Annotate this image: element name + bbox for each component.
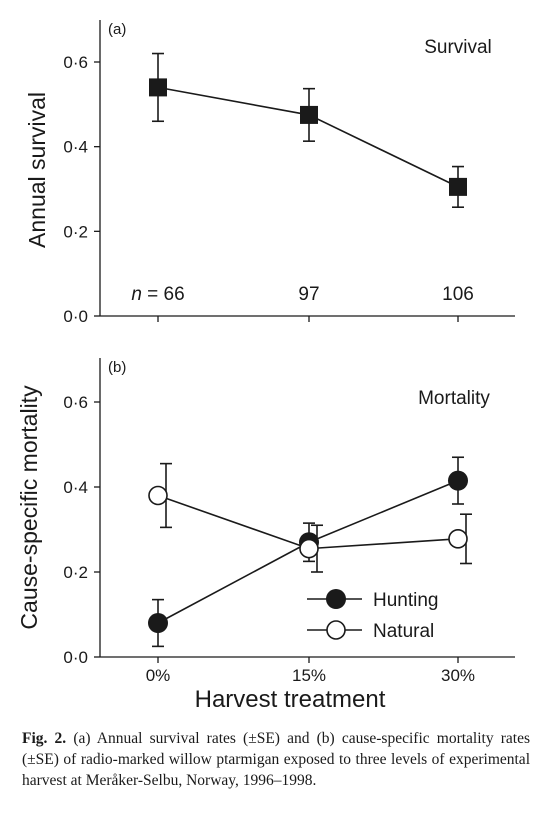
figure: 0·0 0·2 0·4 0·6 (a) Survival Annual survival n …: [16, 20, 515, 713]
y-tick-label: 0·6: [63, 393, 88, 412]
y-tick-label: 0·2: [63, 563, 88, 582]
sample-size-label: n = 66: [131, 284, 184, 305]
mortality-panel: 0·0 0·2 0·4 0·6 (b) Mortality Cause-specific m…: [16, 358, 515, 685]
x-tick-label: 15%: [292, 666, 326, 685]
legend-marker: [326, 620, 346, 640]
sample-size-label: 106: [442, 284, 474, 305]
legend-label: Natural: [373, 621, 434, 642]
x-axis-label: Harvest treatment: [195, 686, 386, 713]
y-tick-label: 0·4: [63, 478, 88, 497]
y-axis-label: Cause-specific mortality: [16, 385, 42, 630]
y-tick-label: 0·2: [63, 222, 88, 241]
sample-size-value: = 66: [142, 284, 185, 305]
x-tick-label: 0%: [146, 666, 171, 685]
data-point: [448, 470, 468, 491]
data-point: [299, 538, 319, 559]
y-tick-label: 0·4: [63, 138, 88, 157]
panel-title: Survival: [424, 37, 492, 58]
data-point: [149, 78, 167, 97]
legend: Hunting Natural: [307, 589, 439, 642]
panel-label: (b): [108, 359, 126, 376]
figure-caption: Fig. 2. (a) Annual survival rates (±SE) …: [22, 728, 530, 791]
caption-label: Fig. 2.: [22, 730, 67, 747]
legend-marker: [326, 589, 346, 609]
y-tick-label: 0·0: [63, 307, 88, 326]
sample-size-label: 97: [298, 284, 319, 305]
caption-text: (a) Annual survival rates (±SE) and (b) …: [22, 730, 530, 789]
y-axis-label: Annual survival: [24, 92, 50, 248]
y-tick-label: 0·6: [63, 53, 88, 72]
data-point: [449, 177, 467, 196]
panel-title: Mortality: [418, 388, 490, 409]
y-tick-label: 0·0: [63, 648, 88, 667]
data-point: [300, 105, 318, 124]
legend-label: Hunting: [373, 590, 439, 611]
data-point: [148, 485, 168, 506]
x-tick-label: 30%: [441, 666, 475, 685]
series-line: [157, 86, 459, 188]
sample-size-prefix: n: [131, 284, 142, 305]
data-point: [448, 529, 468, 549]
data-point: [148, 613, 168, 633]
survival-panel: 0·0 0·2 0·4 0·6 (a) Survival Annual survival n …: [24, 20, 515, 326]
panel-label: (a): [108, 21, 126, 38]
